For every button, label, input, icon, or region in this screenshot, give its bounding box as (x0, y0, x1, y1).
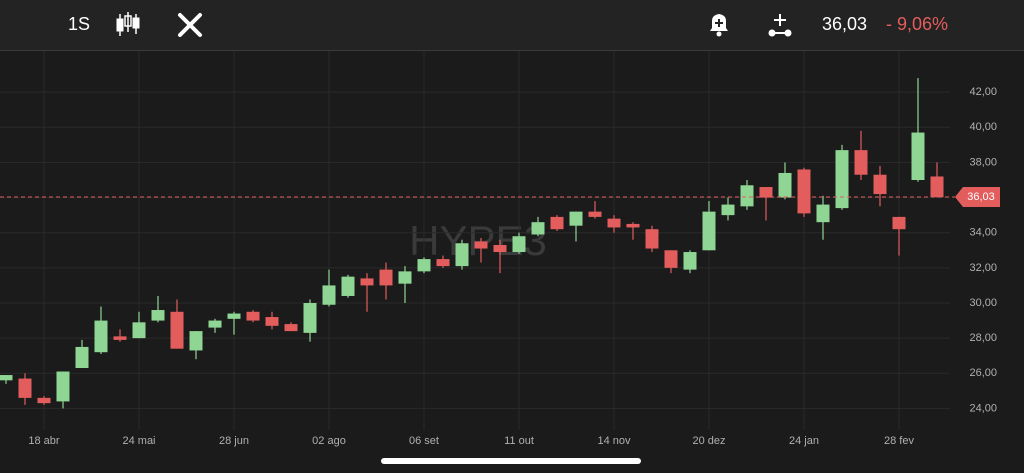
candle-body (417, 259, 431, 272)
candle-body (94, 320, 108, 353)
candle-body (683, 252, 697, 270)
candle-body (740, 185, 754, 207)
candle-body (778, 172, 792, 198)
candle-body (759, 187, 773, 198)
candle-body (37, 397, 51, 404)
candle-body (75, 346, 89, 369)
x-tick-label: 06 set (409, 435, 439, 447)
candle-body (0, 375, 13, 381)
candle-body (113, 336, 127, 340)
candle-body (360, 278, 374, 286)
x-tick-label: 24 jan (789, 435, 819, 447)
candle-body (322, 285, 336, 305)
x-tick-label: 28 jun (219, 435, 249, 447)
home-indicator (381, 458, 641, 464)
price: 36,03 (822, 14, 867, 34)
candle-body (645, 229, 659, 249)
y-tick-label: 34,00 (969, 227, 997, 239)
candle-body (588, 211, 602, 217)
candle-body (797, 169, 811, 214)
candle-body (303, 303, 317, 333)
candle-body (227, 313, 241, 319)
change: - 9,06% (886, 14, 948, 34)
candle-body (151, 310, 165, 321)
interval-button[interactable]: 1S (68, 14, 90, 34)
x-tick-label: 14 nov (597, 435, 631, 447)
plot: 24,0026,0028,0030,0032,0034,0036,0038,00… (0, 51, 1000, 447)
x-tick-label: 11 out (504, 435, 534, 447)
candle-body (455, 243, 469, 267)
candle-body (398, 271, 412, 284)
candle-body (512, 236, 526, 253)
toolbar (0, 0, 1024, 50)
x-tick-label: 28 fev (884, 435, 914, 447)
y-tick-label: 42,00 (969, 86, 997, 98)
x-tick-label: 20 dez (692, 435, 725, 447)
x-tick-label: 02 ago (312, 435, 346, 447)
candle-body (873, 174, 887, 195)
y-tick-label: 30,00 (969, 297, 997, 309)
x-tick-label: 18 abr (28, 435, 60, 447)
candle-body (854, 150, 868, 175)
candle-body (284, 324, 298, 332)
candle-body (189, 331, 203, 351)
candle-body (208, 320, 222, 328)
last-price-tag (955, 187, 1000, 208)
candle-body (531, 222, 545, 235)
candle-body (626, 223, 640, 228)
candle-body (493, 245, 507, 253)
candle-body (664, 250, 678, 268)
candle-body (170, 311, 184, 349)
candle-body (379, 269, 393, 286)
y-tick-label: 26,00 (969, 367, 997, 379)
candle-body (702, 211, 716, 251)
x-tick-label: 24 mai (122, 435, 155, 447)
chart-type-button[interactable] (116, 12, 140, 36)
candle-body (56, 371, 70, 402)
tools-button[interactable] (178, 13, 202, 37)
watermark: HYPE3 (409, 217, 547, 264)
candle-body (721, 204, 735, 216)
candle-body (911, 132, 925, 180)
candle-body (474, 241, 488, 249)
y-tick-label: 38,00 (969, 156, 997, 168)
y-tick-label: 32,00 (969, 262, 997, 274)
candle-body (246, 311, 260, 321)
y-tick-label: 40,00 (969, 121, 997, 133)
candle-body (18, 378, 32, 398)
last-price-label: 36,03 (967, 191, 995, 203)
candle-body (132, 322, 146, 339)
candle-body (569, 211, 583, 226)
candle-body (341, 276, 355, 296)
add-indicator-button[interactable] (768, 14, 792, 37)
candle-body (265, 317, 279, 326)
candle-body (816, 204, 830, 223)
candle-body (550, 216, 564, 230)
candle-body (835, 150, 849, 209)
alert-button[interactable] (710, 14, 728, 37)
candle-body (607, 218, 621, 228)
y-tick-label: 28,00 (969, 332, 997, 344)
y-tick-label: 24,00 (969, 402, 997, 414)
candle-body (930, 176, 944, 198)
candle-body (436, 259, 450, 267)
candle-body (892, 216, 906, 230)
